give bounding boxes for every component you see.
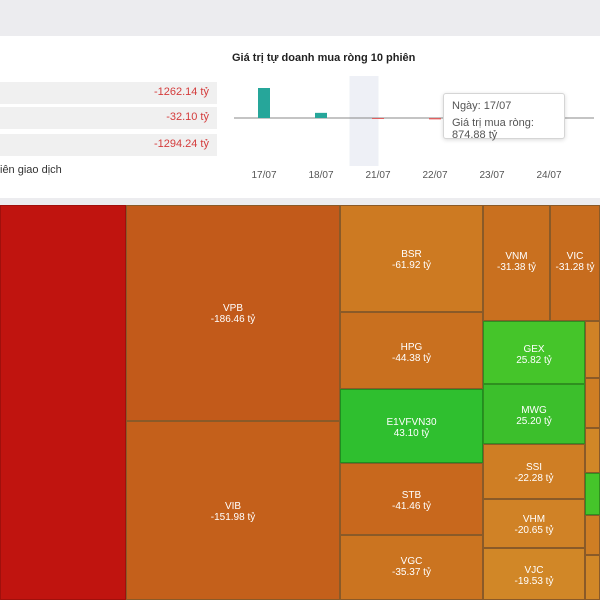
tile-value: -20.65 tỷ <box>514 525 554 536</box>
chart-title: Giá trị tự doanh mua ròng 10 phiên <box>232 52 416 64</box>
summary-value: -1262.14 tỷ <box>153 86 209 98</box>
treemap-tile-bsr[interactable]: BSR -61.92 tỷ <box>340 205 483 312</box>
treemap-tile-mwg[interactable]: MWG 25.20 tỷ <box>483 384 585 444</box>
tile-value: -31.38 tỷ <box>497 262 536 273</box>
tile-value: -22.28 tỷ <box>514 473 554 484</box>
tile-symbol: MWG <box>521 405 547 416</box>
treemap-tile-vjc[interactable]: VJC -19.53 tỷ <box>483 548 585 600</box>
bar-18/07[interactable] <box>315 112 327 118</box>
net-buy-bar-chart[interactable]: 17/07 18/07 21/07 22/07 23/07 24/07 <box>230 76 600 191</box>
treemap-tile-vib[interactable]: VIB -151.98 tỷ <box>126 421 340 600</box>
tile-symbol: HPG <box>400 342 423 353</box>
tile-symbol: STB <box>401 490 422 501</box>
tile-value: -35.37 tỷ <box>392 567 431 578</box>
tile-symbol: VHM <box>522 514 546 525</box>
tile-value: -186.46 tỷ <box>210 314 256 325</box>
tile-symbol: BSR <box>401 249 422 260</box>
treemap: VPB -186.46 tỷ VIB -151.98 tỷ BSR -61.92… <box>0 205 600 600</box>
treemap-tile-vgc[interactable]: VGC -35.37 tỷ <box>340 535 483 600</box>
tile-symbol: VJC <box>524 565 544 576</box>
treemap-tile-hpg[interactable]: HPG -44.38 tỷ <box>340 312 483 389</box>
tile-symbol: VIB <box>224 501 242 512</box>
tile-value: -19.53 tỷ <box>514 576 554 587</box>
x-tick-label: 24/07 <box>536 170 561 181</box>
tile-value: 25.82 tỷ <box>516 355 552 366</box>
tile-value: 25.20 tỷ <box>516 416 552 427</box>
treemap-tile[interactable] <box>585 555 600 600</box>
treemap-tile[interactable] <box>585 473 600 515</box>
x-tick-label: 22/07 <box>422 170 447 181</box>
treemap-tile-vnm[interactable]: VNM -31.38 tỷ <box>483 205 550 321</box>
treemap-tile[interactable] <box>585 378 600 428</box>
treemap-tile[interactable] <box>585 515 600 555</box>
treemap-tile-vic[interactable]: VIC -31.28 tỷ <box>550 205 600 321</box>
treemap-tile[interactable] <box>585 428 600 473</box>
bar-22/07[interactable] <box>429 118 441 120</box>
treemap-tile-stb[interactable]: STB -41.46 tỷ <box>340 463 483 535</box>
tile-value: 43.10 tỷ <box>393 428 430 439</box>
tile-value: -41.46 tỷ <box>392 501 431 512</box>
summary-row: -1294.24 tỷ <box>0 134 217 156</box>
tile-value: -31.28 tỷ <box>555 262 595 273</box>
tile-value: -61.92 tỷ <box>392 260 431 271</box>
bar-21/07[interactable] <box>372 118 384 119</box>
section-divider <box>0 198 600 205</box>
sessions-note: iên giao dịch <box>0 164 62 176</box>
tile-value: -44.38 tỷ <box>392 353 431 364</box>
summary-value: -32.10 tỷ <box>166 111 209 123</box>
summary-value: -1294.24 tỷ <box>153 138 209 150</box>
tile-symbol: VIC <box>566 251 584 262</box>
x-tick-label: 21/07 <box>365 170 390 181</box>
summary-row: -1262.14 tỷ <box>0 82 217 104</box>
hover-band <box>349 76 379 166</box>
treemap-tile[interactable] <box>585 321 600 378</box>
chart-tooltip: Ngày: 17/07 Giá trị mua ròng: 874.88 tỷ <box>443 93 565 141</box>
bar-17/07[interactable] <box>258 88 270 118</box>
treemap-tile-vhm[interactable]: VHM -20.65 tỷ <box>483 499 585 548</box>
treemap-tile[interactable] <box>0 205 126 600</box>
treemap-tile-vpb[interactable]: VPB -186.46 tỷ <box>126 205 340 421</box>
x-tick-label: 18/07 <box>308 170 333 181</box>
treemap-tile-e1vfvn30[interactable]: E1VFVN30 43.10 tỷ <box>340 389 483 463</box>
proprietary-trading-panel: -1262.14 tỷ -32.10 tỷ -1294.24 tỷ iên gi… <box>0 36 600 198</box>
tile-symbol: VNM <box>505 251 528 262</box>
treemap-tile-gex[interactable]: GEX 25.82 tỷ <box>483 321 585 384</box>
tile-symbol: E1VFVN30 <box>386 417 437 428</box>
tooltip-value: Giá trị mua ròng: 874.88 tỷ <box>452 117 534 141</box>
top-strip <box>0 0 600 36</box>
tile-symbol: VGC <box>400 556 423 567</box>
tile-symbol: VPB <box>222 303 243 314</box>
tile-symbol: SSI <box>525 462 543 473</box>
x-tick-label: 17/07 <box>251 170 276 181</box>
tile-value: -151.98 tỷ <box>210 512 256 523</box>
tile-symbol: GEX <box>523 344 545 355</box>
tooltip-date: Ngày: 17/07 <box>452 100 512 112</box>
treemap-tile-ssi[interactable]: SSI -22.28 tỷ <box>483 444 585 499</box>
summary-row: -32.10 tỷ <box>0 107 217 129</box>
x-tick-label: 23/07 <box>479 170 504 181</box>
